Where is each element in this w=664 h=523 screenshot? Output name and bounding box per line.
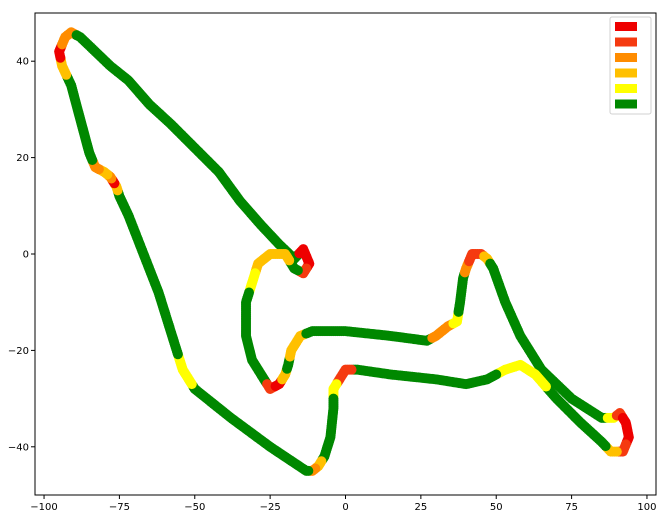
track-segment-81 [139,250,164,298]
x-tick-label: 100 [637,502,656,513]
track-point [73,31,84,42]
x-tick-label: −25 [260,502,281,513]
track-segment-8 [234,195,265,229]
track-segment-43 [488,263,510,306]
track-segment-7 [213,167,244,205]
track-segment-63 [387,369,441,385]
track-segment-82 [124,212,149,259]
x-tick-label: −75 [109,502,130,513]
track-segment-30 [307,326,349,337]
track-segment-3 [123,75,154,109]
legend-swatch [615,99,637,109]
track-segment-64 [354,364,396,380]
legend [609,16,652,115]
x-tick-label: −100 [30,502,57,513]
track-segment-47 [566,393,606,422]
track-segment-18 [247,258,264,286]
y-tick-label: 40 [16,57,29,68]
track-segment-74 [266,442,312,476]
legend-swatch [615,53,637,62]
y-tick-label: −40 [8,442,29,453]
x-tick-label: 0 [342,502,348,513]
track-segment-62 [432,374,472,390]
y-tick-label: −20 [8,346,29,357]
legend-swatch [615,37,637,47]
legend-box [609,16,652,115]
x-tick-label: −50 [184,502,205,513]
legend-swatch [615,68,637,78]
track-segment-79 [169,337,188,375]
track-segment-96 [66,27,84,42]
legend-swatch [615,22,637,31]
y-tick-label: 0 [23,250,29,261]
x-tick-label: 50 [490,502,503,513]
track-segment-75 [227,414,276,452]
x-tick-label: 25 [414,502,427,513]
axes: −100 −75 −50 −25 0 25 50 75 100 40 20 0 −20 −40 [8,12,657,513]
y-tick-label: 20 [16,153,29,164]
track-series [54,27,634,476]
legend-swatch [615,84,637,93]
track-segment-1 [90,46,114,70]
x-tick-label: 75 [565,502,578,513]
